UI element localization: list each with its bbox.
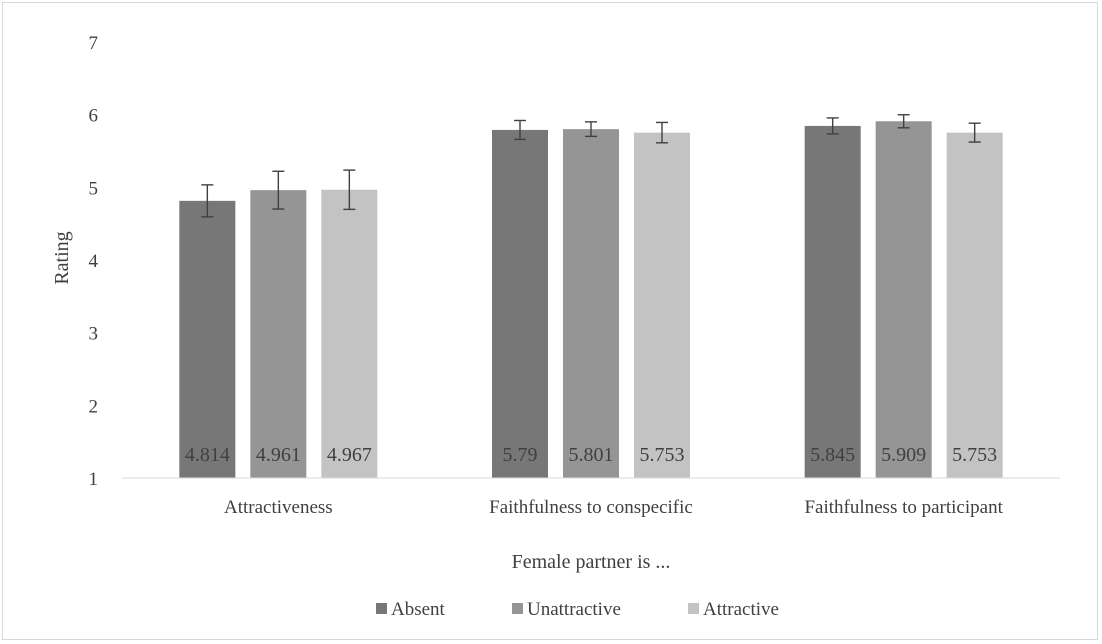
x-axis-title: Female partner is ... xyxy=(512,551,671,573)
legend-item: Absent xyxy=(376,599,446,620)
data-label: 5.753 xyxy=(640,444,685,466)
x-axis-categories: Attractiveness Faithfulness to conspecifi… xyxy=(224,497,1004,518)
legend-swatch xyxy=(512,603,523,614)
data-labels: 4.814 4.961 4.967 5.79 5.801 5.753 5.845 5.909 5… xyxy=(185,444,997,466)
legend-swatch xyxy=(376,603,387,614)
bar xyxy=(634,132,690,478)
legend: Absent Unattractive Attractive xyxy=(376,599,779,620)
legend-label: Unattractive xyxy=(527,599,621,620)
y-axis-ticks: 1 2 3 4 5 6 7 xyxy=(89,33,99,490)
y-tick-label: 5 xyxy=(89,178,99,199)
y-tick-label: 1 xyxy=(89,469,99,490)
bar xyxy=(804,125,861,479)
bar xyxy=(321,189,378,479)
x-tick-label: Faithfulness to participant xyxy=(804,497,1003,518)
error-bar xyxy=(343,169,356,211)
data-label: 4.967 xyxy=(327,444,372,466)
error-bar xyxy=(272,170,285,210)
bar xyxy=(250,190,307,478)
error-bar xyxy=(656,121,668,144)
data-label: 4.814 xyxy=(185,444,230,466)
error-bar xyxy=(968,122,981,143)
bar xyxy=(179,200,236,478)
y-tick-label: 6 xyxy=(89,106,99,127)
y-tick-label: 7 xyxy=(89,33,99,54)
bar xyxy=(946,132,1003,478)
error-bar xyxy=(585,121,597,138)
data-label: 5.79 xyxy=(503,444,538,466)
legend-item: Attractive xyxy=(688,599,779,620)
x-tick-label: Faithfulness to conspecific xyxy=(489,497,693,518)
error-bar xyxy=(826,117,839,135)
legend-swatch xyxy=(688,603,699,614)
error-bar xyxy=(897,114,910,129)
bar xyxy=(563,129,619,479)
error-bars xyxy=(201,114,981,218)
data-label: 4.961 xyxy=(256,444,301,466)
error-bar xyxy=(514,119,526,141)
legend-label: Absent xyxy=(391,599,446,620)
x-tick-label: Attractiveness xyxy=(224,497,333,518)
y-tick-label: 2 xyxy=(89,396,99,417)
error-bar xyxy=(201,184,214,218)
data-label: 5.909 xyxy=(881,444,926,466)
data-label: 5.845 xyxy=(810,444,855,466)
bars xyxy=(179,121,1003,479)
data-label: 5.801 xyxy=(569,444,614,466)
legend-label: Attractive xyxy=(703,599,779,620)
y-tick-label: 3 xyxy=(89,324,99,345)
data-label: 5.753 xyxy=(952,444,997,466)
bar xyxy=(875,121,932,479)
y-tick-label: 4 xyxy=(89,251,99,272)
legend-item: Unattractive xyxy=(512,599,621,620)
y-axis-title: Rating xyxy=(51,231,73,284)
bar xyxy=(492,129,548,478)
